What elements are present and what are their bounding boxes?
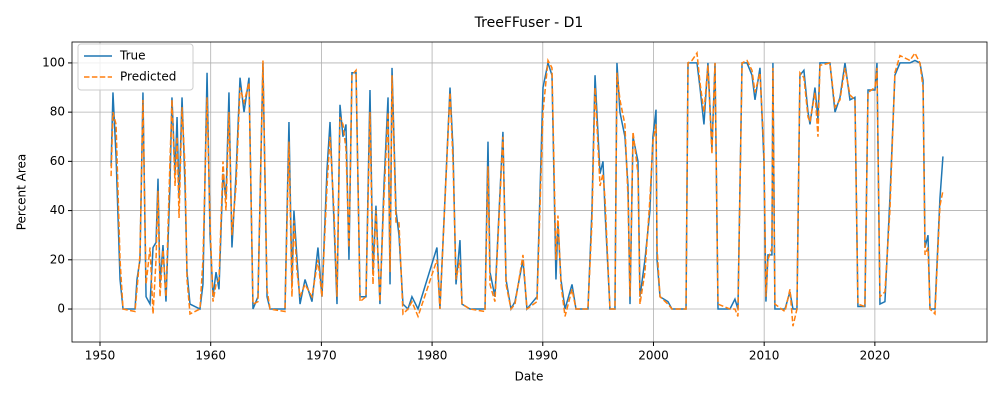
x-tick-label: 2020 (860, 349, 891, 363)
y-tick-label: 80 (50, 105, 65, 119)
y-tick-label: 0 (57, 302, 65, 316)
x-tick-label: 1950 (85, 349, 116, 363)
x-tick-label: 2010 (749, 349, 780, 363)
legend-label: Predicted (120, 70, 176, 84)
x-tick-label: 2000 (638, 349, 669, 363)
data-line (110, 50, 944, 327)
x-tick-label: 1960 (195, 349, 226, 363)
y-axis-label: Percent Area (15, 154, 29, 231)
y-tick-label: 20 (50, 252, 65, 266)
legend-label: True (119, 49, 146, 63)
y-tick-label: 40 (50, 203, 65, 217)
plot-frame (71, 41, 988, 343)
x-tick-label: 1990 (528, 349, 559, 363)
chart-title: TreeFFuser - D1 (474, 15, 584, 31)
x-tick-label: 1980 (417, 349, 448, 363)
x-axis-label: Date (515, 370, 544, 384)
y-tick-label: 60 (50, 154, 65, 168)
y-tick-label: 100 (42, 55, 65, 69)
x-tick-label: 1970 (306, 349, 337, 363)
